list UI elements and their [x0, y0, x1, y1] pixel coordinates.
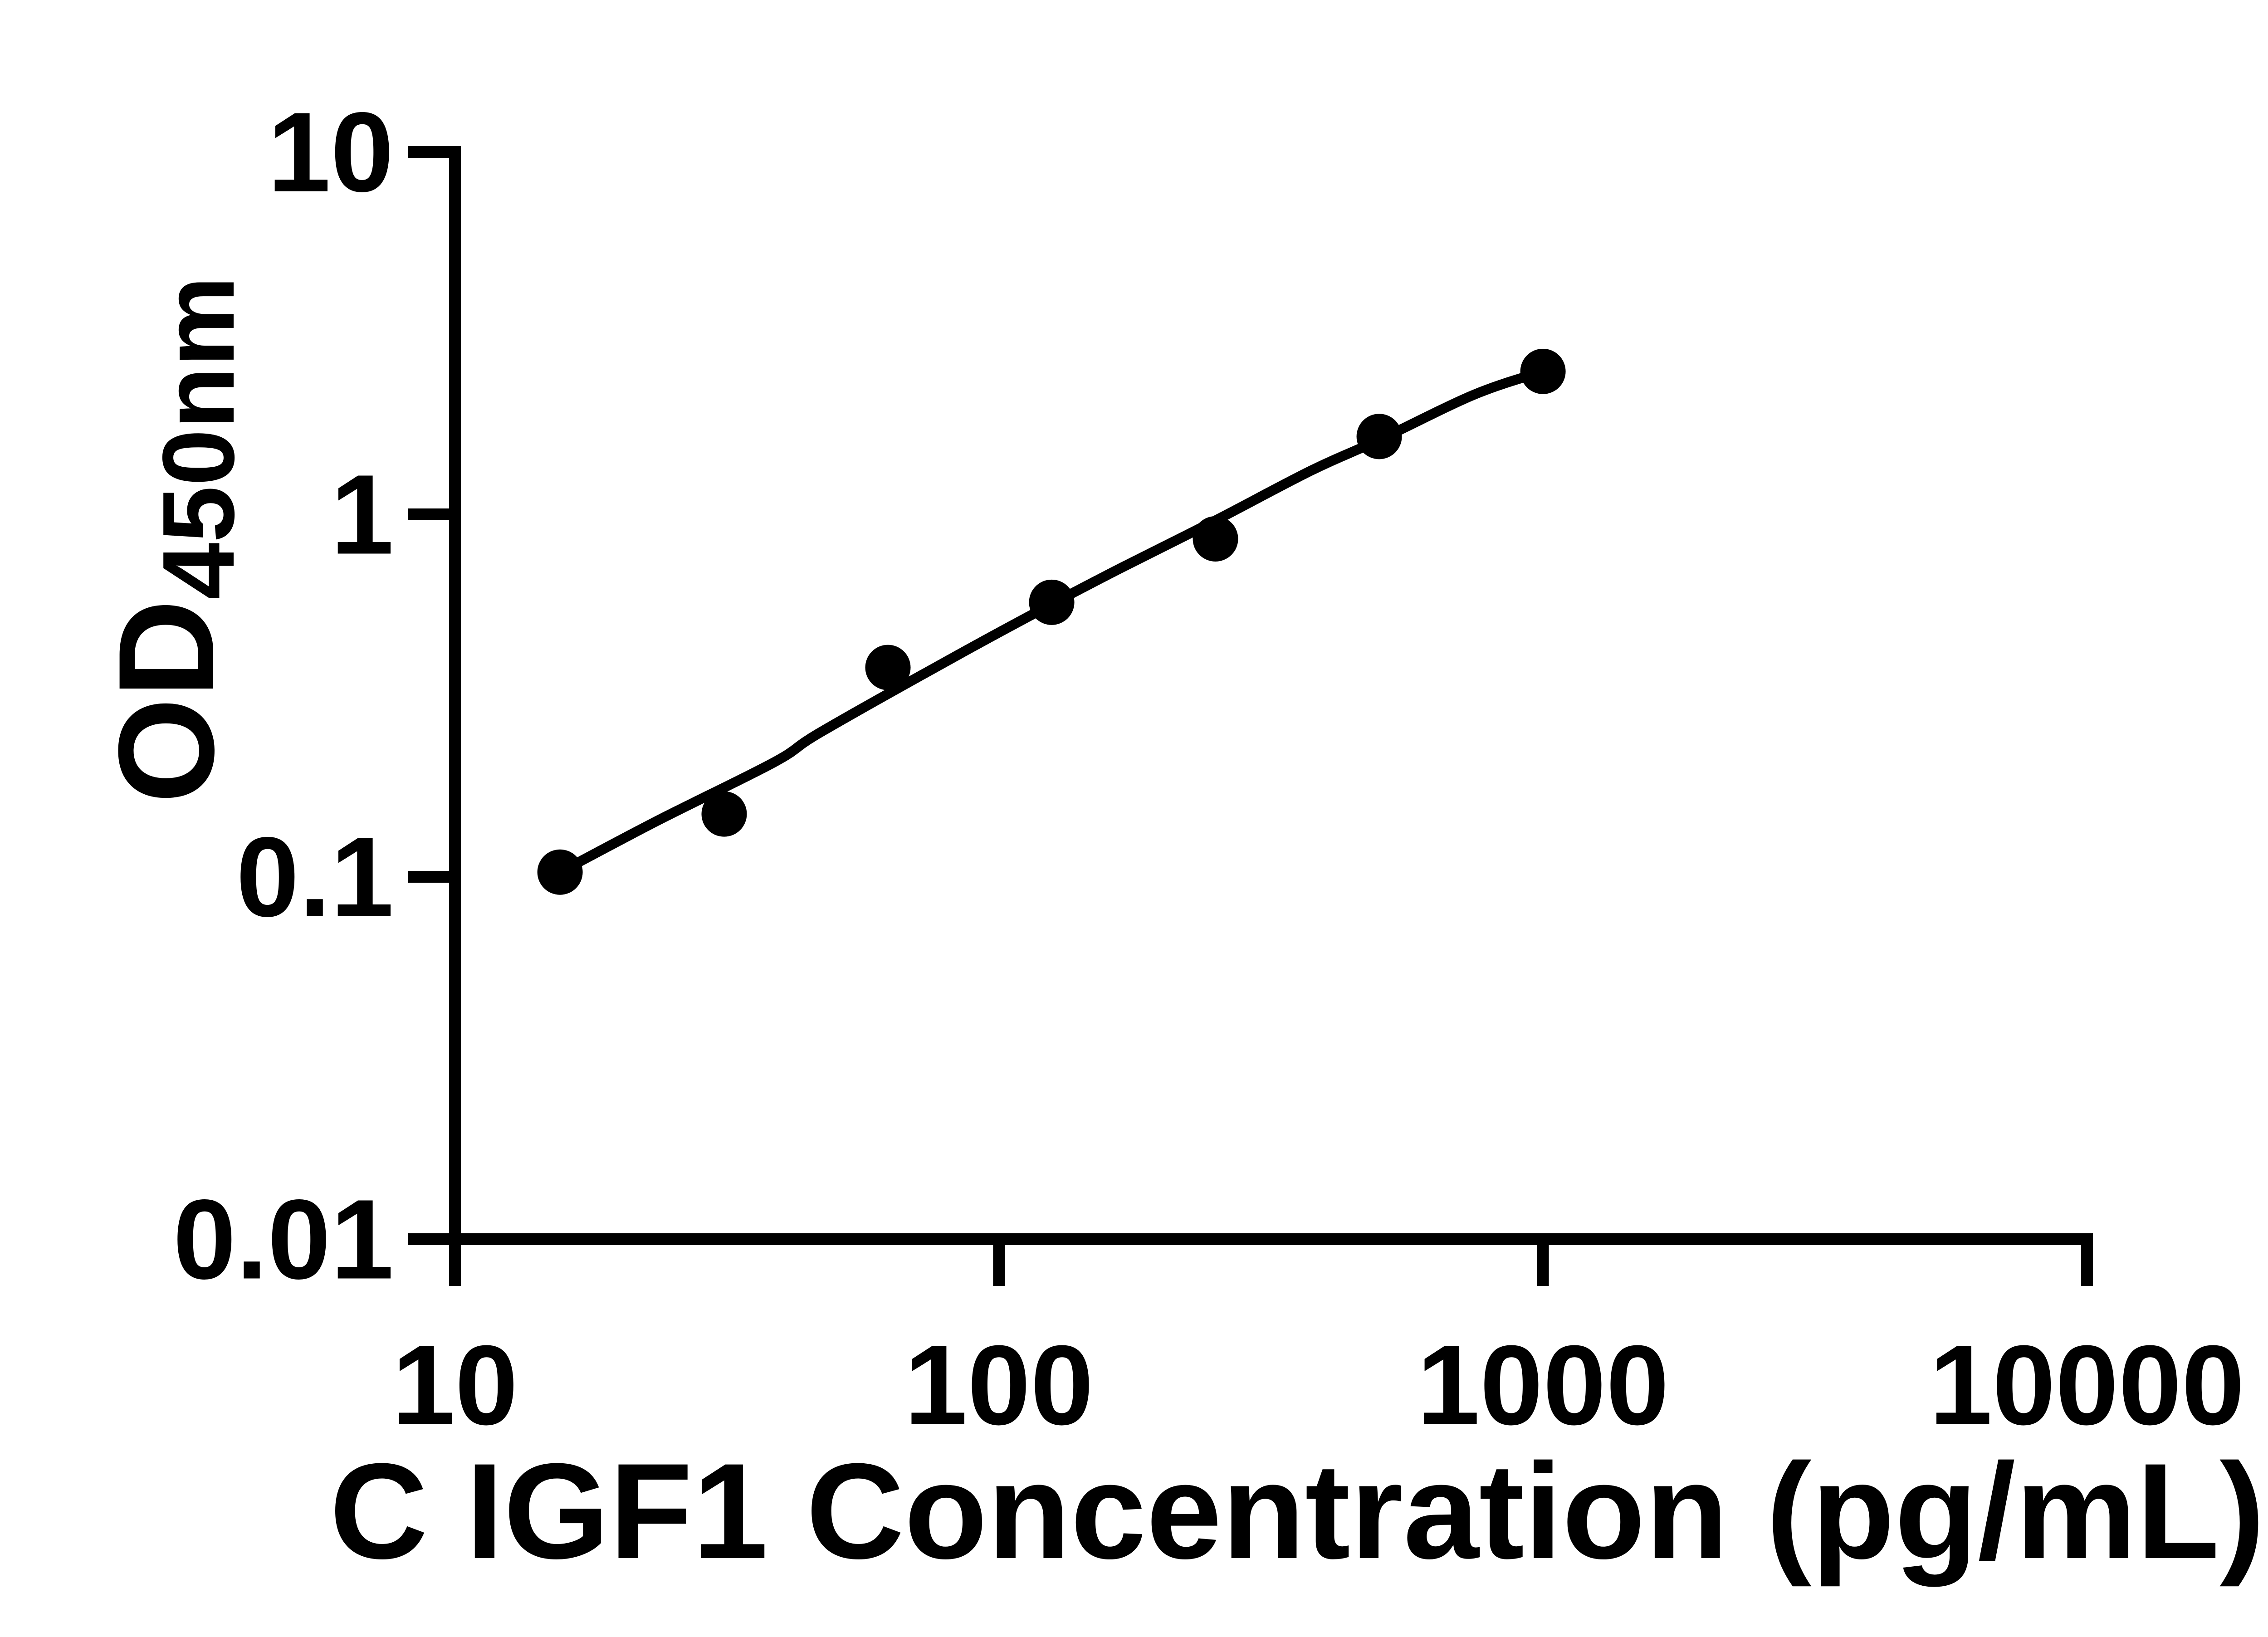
x-tick-label: 10000 — [1929, 1322, 2244, 1448]
y-axis-title: OD450nm — [90, 276, 255, 804]
data-point — [1520, 348, 1566, 394]
data-point — [1356, 414, 1402, 459]
y-tick-label: 10 — [268, 89, 394, 215]
y-tick-label: 1 — [331, 451, 394, 578]
y-axis-title-sub: 450nm — [141, 276, 255, 600]
x-axis-title: C IGF1 Concentration (pg/mL) — [330, 1435, 2265, 1588]
x-tick-label: 1000 — [1417, 1322, 1669, 1448]
y-tick-label: 0.1 — [236, 814, 394, 940]
data-point — [865, 645, 911, 690]
x-tick-label: 10 — [392, 1322, 518, 1448]
data-point — [1193, 516, 1238, 562]
x-tick-label: 100 — [904, 1322, 1094, 1448]
data-point — [701, 791, 747, 837]
data-point — [1029, 579, 1075, 625]
y-axis-title-main: OD — [90, 599, 242, 803]
data-point — [537, 849, 583, 895]
y-tick-label: 0.01 — [173, 1176, 394, 1303]
plot-area: 0.01 0.1 1 10 10 100 1000 10000 — [173, 89, 2244, 1449]
